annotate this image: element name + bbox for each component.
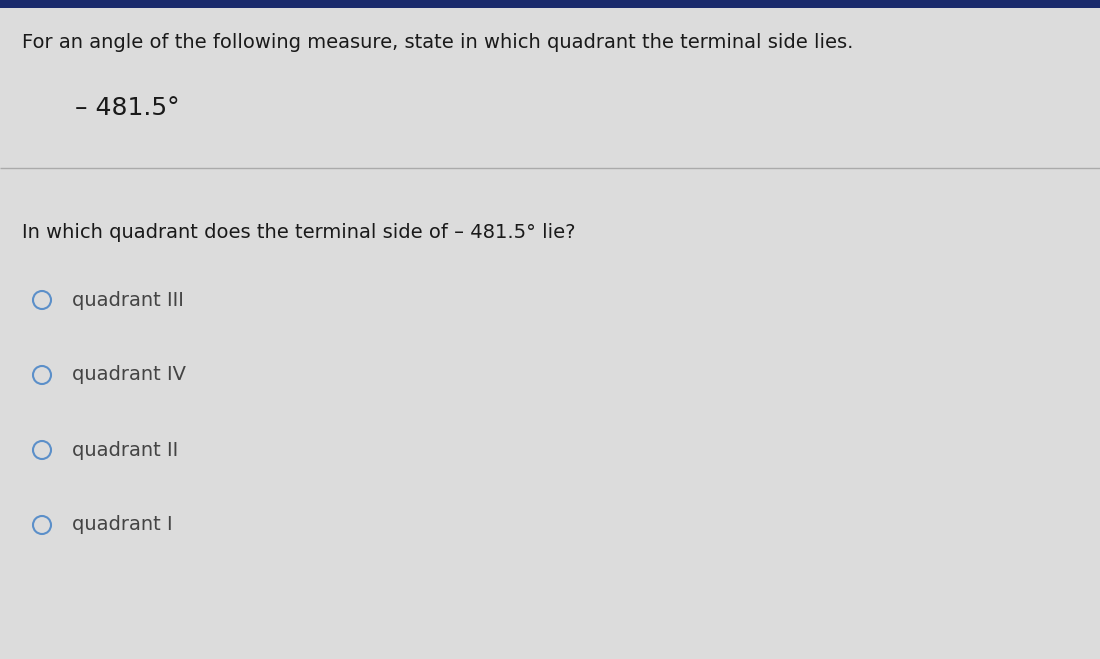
Text: quadrant I: quadrant I [72,515,173,534]
Text: quadrant III: quadrant III [72,291,184,310]
Text: – 481.5°: – 481.5° [75,96,179,120]
Text: In which quadrant does the terminal side of – 481.5° lie?: In which quadrant does the terminal side… [22,223,575,243]
Text: quadrant II: quadrant II [72,440,178,459]
Bar [0,0,1100,8]
Text: For an angle of the following measure, state in which quadrant the terminal side: For an angle of the following measure, s… [22,34,854,53]
Text: quadrant IV: quadrant IV [72,366,186,384]
